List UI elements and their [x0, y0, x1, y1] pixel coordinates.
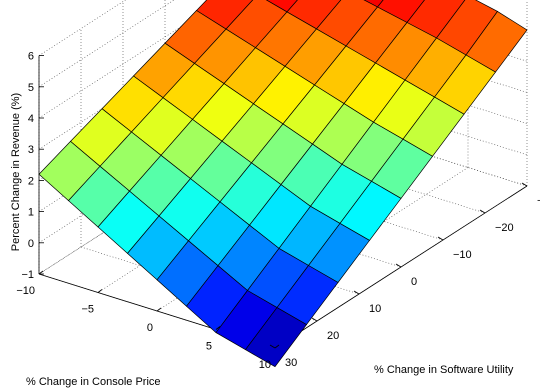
z-tick-label: 5: [28, 82, 34, 94]
y-tick-label: 30: [285, 357, 297, 369]
x-tick-mark: [97, 289, 103, 293]
z-axis-label: Percent Change in Revenue (%): [10, 93, 22, 251]
y-tick-mark: [521, 182, 528, 187]
y-tick-label: −20: [495, 222, 514, 234]
z-tick-label: 1: [28, 207, 34, 219]
grid-line: [97, 130, 351, 293]
y-axis-label: % Change in Software Utility: [374, 364, 514, 376]
y-tick-mark: [353, 290, 360, 295]
y-tick-mark: [269, 344, 276, 349]
z-tick-label: 4: [28, 113, 34, 125]
x-tick-mark: [215, 326, 221, 330]
x-tick-label: 5: [206, 341, 212, 353]
x-tick-label: 10: [259, 359, 271, 371]
x-tick-mark: [38, 270, 44, 275]
y-tick-mark: [395, 263, 402, 268]
x-tick-mark: [156, 307, 162, 312]
y-tick-label: 20: [327, 330, 339, 342]
z-tick-label: 0: [28, 238, 34, 250]
z-tick-label: 6: [28, 51, 34, 63]
y-tick-mark: [479, 209, 486, 214]
x-tick-label: −10: [16, 285, 35, 297]
y-tick-label: −30: [537, 195, 540, 207]
surface-patch: [244, 307, 308, 368]
grid-line: [38, 111, 292, 275]
x-axis-label: % Change in Console Price: [26, 376, 161, 388]
z-tick-label: 2: [28, 175, 34, 187]
y-tick-label: 0: [411, 276, 417, 288]
x-tick-label: −5: [81, 304, 94, 316]
y-tick-mark: [437, 236, 444, 241]
surface: [38, 0, 528, 368]
z-tick-label: 3: [28, 144, 34, 156]
y-tick-label: 10: [369, 303, 381, 315]
y-tick-mark: [311, 317, 318, 322]
x-tick-label: 0: [147, 322, 153, 334]
x-tick-mark: [274, 344, 280, 349]
y-tick-label: −10: [453, 249, 472, 261]
z-tick-label: −1: [21, 269, 34, 281]
